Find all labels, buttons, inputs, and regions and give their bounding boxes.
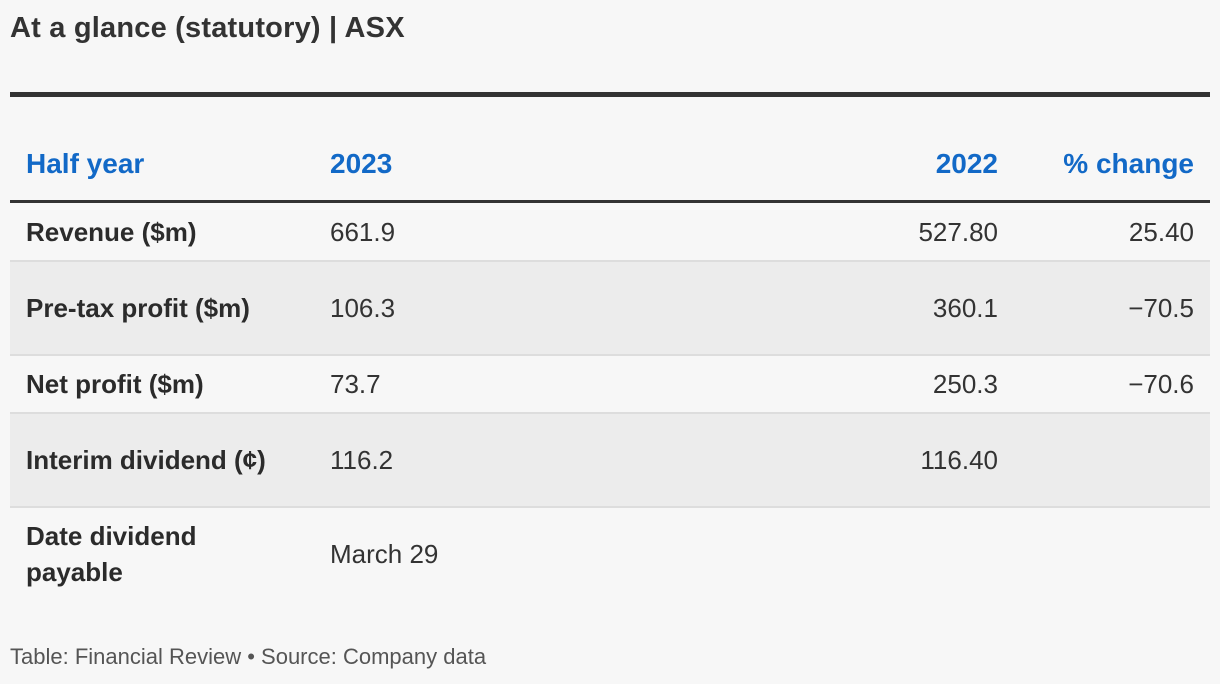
source-footnote: Table: Financial Review • Source: Compan… <box>10 644 487 669</box>
table-title: At a glance (statutory) | ASX <box>10 12 405 44</box>
value-2022: 360.1 <box>932 293 998 323</box>
row-label: Revenue ($m) <box>26 216 197 247</box>
row-label: Net profit ($m) <box>26 369 204 399</box>
row-label: Pre-tax profit ($m) <box>26 293 250 323</box>
table-row: Interim dividend (¢) 116.2 116.40 <box>10 414 1210 508</box>
table-row: Net profit ($m) 73.7 250.3 −70.6 <box>10 356 1210 414</box>
table-row: Revenue ($m) 661.9 527.80 25.40 <box>10 203 1210 262</box>
table-row: Pre-tax profit ($m) 106.3 360.1 −70.5 <box>10 262 1210 356</box>
header-percent-change: % change <box>1063 148 1194 179</box>
value-2022: 116.40 <box>920 445 998 475</box>
value-2023: 106.3 <box>330 293 396 323</box>
value-percent-change: −70.5 <box>1128 293 1194 323</box>
value-percent-change: −70.6 <box>1128 369 1194 399</box>
value-2023: 73.7 <box>330 369 381 399</box>
value-2022: 250.3 <box>932 369 998 399</box>
row-label: Interim dividend (¢) <box>26 445 266 475</box>
value-2022: 527.80 <box>918 216 998 247</box>
value-2023: March 29 <box>330 539 439 569</box>
value-2023: 116.2 <box>330 445 394 475</box>
top-rule <box>10 92 1210 97</box>
header-2023: 2023 <box>330 148 393 179</box>
value-percent-change: 25.40 <box>1128 216 1194 247</box>
row-label: Date dividend payable <box>26 521 197 587</box>
data-table: Half year 2023 2022 % change Revenue ($m… <box>10 97 1210 600</box>
header-half-year: Half year <box>26 148 145 179</box>
table-header: Half year 2023 2022 % change <box>10 97 1210 203</box>
table-row: Date dividend payable March 29 <box>10 508 1210 600</box>
header-2022: 2022 <box>935 148 998 179</box>
value-2023: 661.9 <box>330 216 396 247</box>
